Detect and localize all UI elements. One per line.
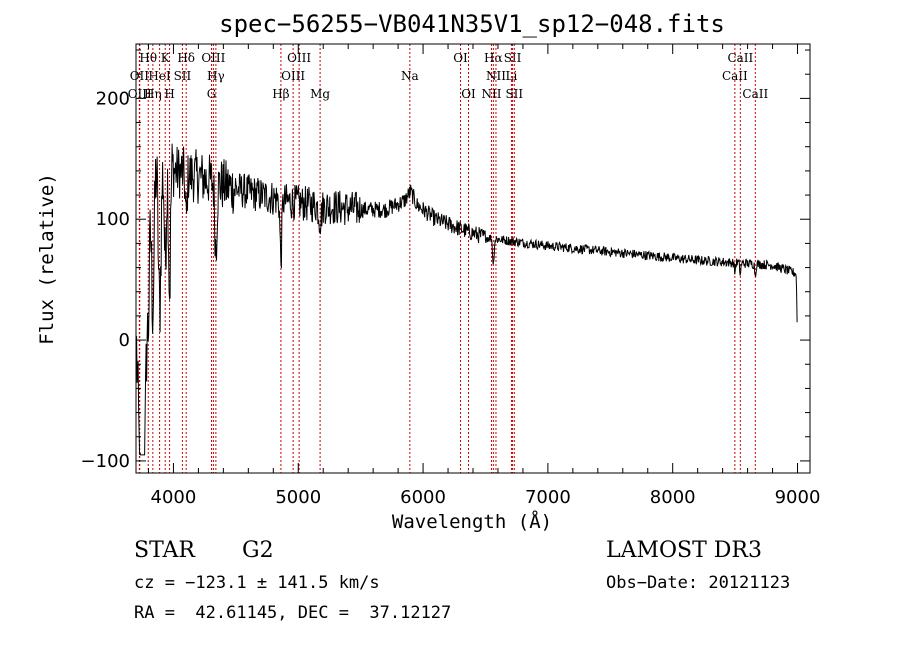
- spectral-line-label: OIII: [281, 69, 305, 83]
- spectral-line-label: OI: [461, 87, 476, 101]
- x-axis-label: Wavelength (Å): [392, 510, 552, 533]
- spectrum-layer: [136, 143, 798, 456]
- survey-name: LAMOST DR3: [606, 538, 762, 563]
- spectral-line-label: Na: [401, 69, 419, 83]
- object-subclass: G2: [242, 538, 274, 563]
- spectrum-line: [136, 143, 798, 456]
- spectral-line-label: K: [161, 51, 171, 65]
- spectral-line-label: OI: [453, 51, 468, 65]
- spectral-line-label: SII: [174, 69, 192, 83]
- spectral-line-label: Hθ: [139, 51, 157, 65]
- coordinates: RA = 42.61145, DEC = 37.12127: [134, 603, 452, 623]
- spectral-line-label: HeI: [148, 69, 171, 83]
- y-tick-label: 100: [96, 209, 130, 230]
- spectral-line-label: NII: [481, 87, 501, 101]
- y-tick-label: 200: [96, 88, 130, 109]
- obs-date: Obs−Date: 20121123: [606, 573, 791, 593]
- y-tick-label: −100: [81, 451, 130, 472]
- spectral-line-label: CaII: [742, 87, 768, 101]
- x-tick-label: 8000: [650, 487, 696, 508]
- spectral-line-label: G: [207, 87, 217, 101]
- x-tick-label: 7000: [525, 487, 571, 508]
- y-tick-label: 0: [119, 330, 130, 351]
- spectral-line-label: OIII: [128, 87, 152, 101]
- spectral-line-label: CaII: [722, 69, 748, 83]
- spectral-line-label: Mg: [310, 87, 330, 101]
- spectral-line-label: OIII: [201, 51, 225, 65]
- spectral-line-label: Hα: [484, 51, 503, 65]
- x-tick-label: 4000: [151, 487, 197, 508]
- spectral-line-label: CaII: [727, 51, 753, 65]
- spectral-line-label: H: [164, 87, 174, 101]
- spectral-line-label: SII: [505, 87, 523, 101]
- spectral-line-label: Hβ: [272, 87, 289, 101]
- x-tick-label: 9000: [775, 487, 821, 508]
- object-class: STAR: [134, 538, 195, 563]
- spectral-line-label: Hδ: [177, 51, 195, 65]
- spectral-line-label: NII: [486, 69, 506, 83]
- chart-title: spec−56255−VB041N35V1_sp12−048.fits: [219, 10, 725, 38]
- spectral-line-label: Hη: [144, 87, 162, 101]
- spectral-lines-layer: HθOIIOIIIHηHeIKHSIIHδGOIIIHγHβOIIIOIIIMg…: [128, 44, 768, 473]
- ticks-layer: 4000 5000 6000 7000 8000 9000 −100 0 100 200: [81, 44, 821, 508]
- spectral-line-label: SII: [504, 51, 522, 65]
- y-axis-label: Flux (relative): [36, 173, 58, 345]
- x-tick-label: 6000: [400, 487, 446, 508]
- x-tick-label: 5000: [275, 487, 321, 508]
- spectral-line-label: OIII: [287, 51, 311, 65]
- cz-readout: cz = −123.1 ± 141.5 km/s: [134, 573, 380, 593]
- spectral-line-label: Hγ: [207, 69, 225, 83]
- spectral-line-label: Li: [506, 69, 518, 83]
